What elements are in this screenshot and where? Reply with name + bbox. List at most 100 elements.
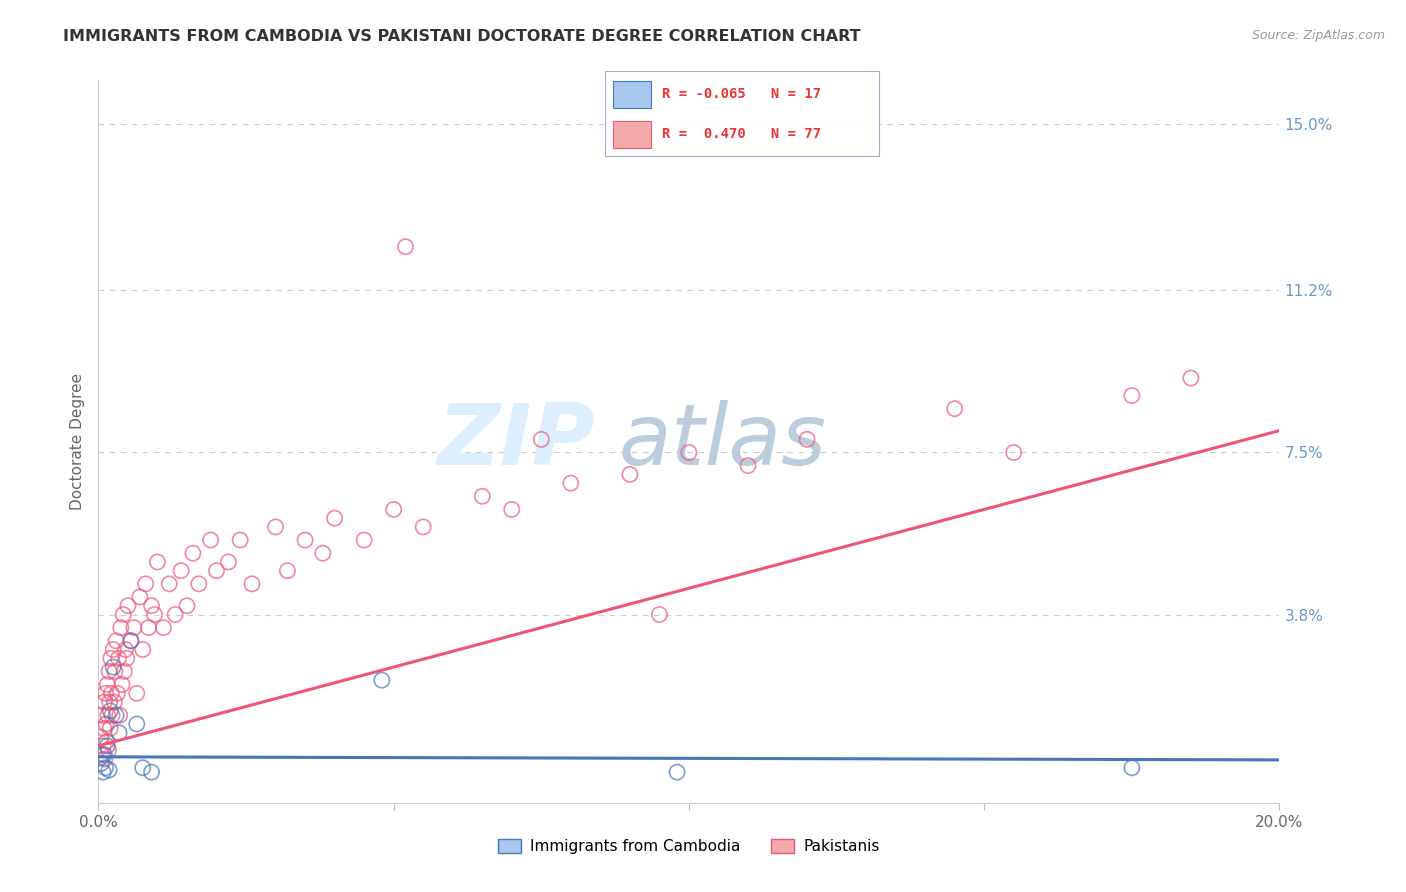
Point xyxy=(112,607,135,622)
Point xyxy=(294,533,316,547)
Point xyxy=(91,739,114,753)
Point xyxy=(135,577,157,591)
Point xyxy=(98,763,121,777)
Point xyxy=(93,722,115,736)
Point xyxy=(94,686,117,700)
Point xyxy=(796,433,818,447)
Point xyxy=(111,677,134,691)
Point xyxy=(90,730,112,744)
Point xyxy=(90,756,112,771)
Point xyxy=(1002,445,1025,459)
Point xyxy=(353,533,375,547)
Point xyxy=(94,761,117,775)
Point xyxy=(100,651,122,665)
Point xyxy=(678,445,700,459)
Point xyxy=(120,633,142,648)
Point xyxy=(412,520,434,534)
Point xyxy=(105,686,128,700)
Point xyxy=(1121,388,1143,402)
Point xyxy=(103,695,125,709)
Text: ZIP: ZIP xyxy=(437,400,595,483)
Point xyxy=(128,590,150,604)
Point xyxy=(264,520,287,534)
Point xyxy=(107,651,129,665)
Point xyxy=(94,752,117,766)
Point xyxy=(371,673,394,688)
Point xyxy=(141,765,163,780)
Point xyxy=(157,577,180,591)
Point xyxy=(737,458,759,473)
Point xyxy=(323,511,346,525)
Point xyxy=(138,621,160,635)
Point xyxy=(471,489,494,503)
Point xyxy=(181,546,204,560)
Point xyxy=(97,743,120,757)
Point xyxy=(276,564,298,578)
Text: IMMIGRANTS FROM CAMBODIA VS PAKISTANI DOCTORATE DEGREE CORRELATION CHART: IMMIGRANTS FROM CAMBODIA VS PAKISTANI DO… xyxy=(63,29,860,45)
Point xyxy=(943,401,966,416)
Point xyxy=(170,564,193,578)
Point xyxy=(104,665,127,679)
Point xyxy=(91,747,114,762)
Point xyxy=(105,633,128,648)
Point xyxy=(98,665,121,679)
Point xyxy=(176,599,198,613)
Point xyxy=(648,607,671,622)
Point xyxy=(666,765,689,780)
Point xyxy=(122,621,145,635)
Point xyxy=(132,642,155,657)
Point xyxy=(143,607,166,622)
Point xyxy=(141,599,163,613)
Point xyxy=(382,502,405,516)
Point xyxy=(125,686,148,700)
Point xyxy=(115,651,138,665)
Point xyxy=(394,240,416,254)
Point xyxy=(146,555,169,569)
Point xyxy=(98,722,121,736)
Text: atlas: atlas xyxy=(619,400,827,483)
Point xyxy=(103,660,125,674)
Point xyxy=(205,564,228,578)
Point xyxy=(96,677,118,691)
Point xyxy=(619,467,641,482)
Point xyxy=(132,761,155,775)
Point xyxy=(105,708,128,723)
Point xyxy=(98,704,121,718)
Point xyxy=(110,621,132,635)
Point xyxy=(501,502,523,516)
Point xyxy=(108,725,131,739)
Y-axis label: Doctorate Degree: Doctorate Degree xyxy=(69,373,84,510)
Bar xyxy=(613,120,651,147)
Point xyxy=(108,708,131,723)
Point xyxy=(312,546,335,560)
Point xyxy=(100,686,122,700)
Point xyxy=(94,717,117,731)
Text: R =  0.470   N = 77: R = 0.470 N = 77 xyxy=(662,127,821,141)
Legend: Immigrants from Cambodia, Pakistanis: Immigrants from Cambodia, Pakistanis xyxy=(492,833,886,860)
Point xyxy=(1121,761,1143,775)
Point xyxy=(530,433,553,447)
Point xyxy=(165,607,187,622)
Text: Source: ZipAtlas.com: Source: ZipAtlas.com xyxy=(1251,29,1385,43)
Point xyxy=(560,476,582,491)
Point xyxy=(96,739,118,753)
Point xyxy=(91,708,114,723)
Point xyxy=(112,665,135,679)
Point xyxy=(93,747,115,762)
Point xyxy=(152,621,174,635)
Point xyxy=(98,695,121,709)
Bar xyxy=(613,80,651,108)
Point xyxy=(97,708,120,723)
Point xyxy=(217,555,239,569)
Point xyxy=(93,695,115,709)
Point xyxy=(240,577,263,591)
Point xyxy=(96,734,118,748)
Point xyxy=(200,533,222,547)
Point xyxy=(117,599,139,613)
Text: R = -0.065   N = 17: R = -0.065 N = 17 xyxy=(662,87,821,101)
Point xyxy=(114,642,136,657)
Point xyxy=(91,765,114,780)
Point xyxy=(103,642,125,657)
Point xyxy=(1180,371,1202,385)
Point xyxy=(120,633,142,648)
